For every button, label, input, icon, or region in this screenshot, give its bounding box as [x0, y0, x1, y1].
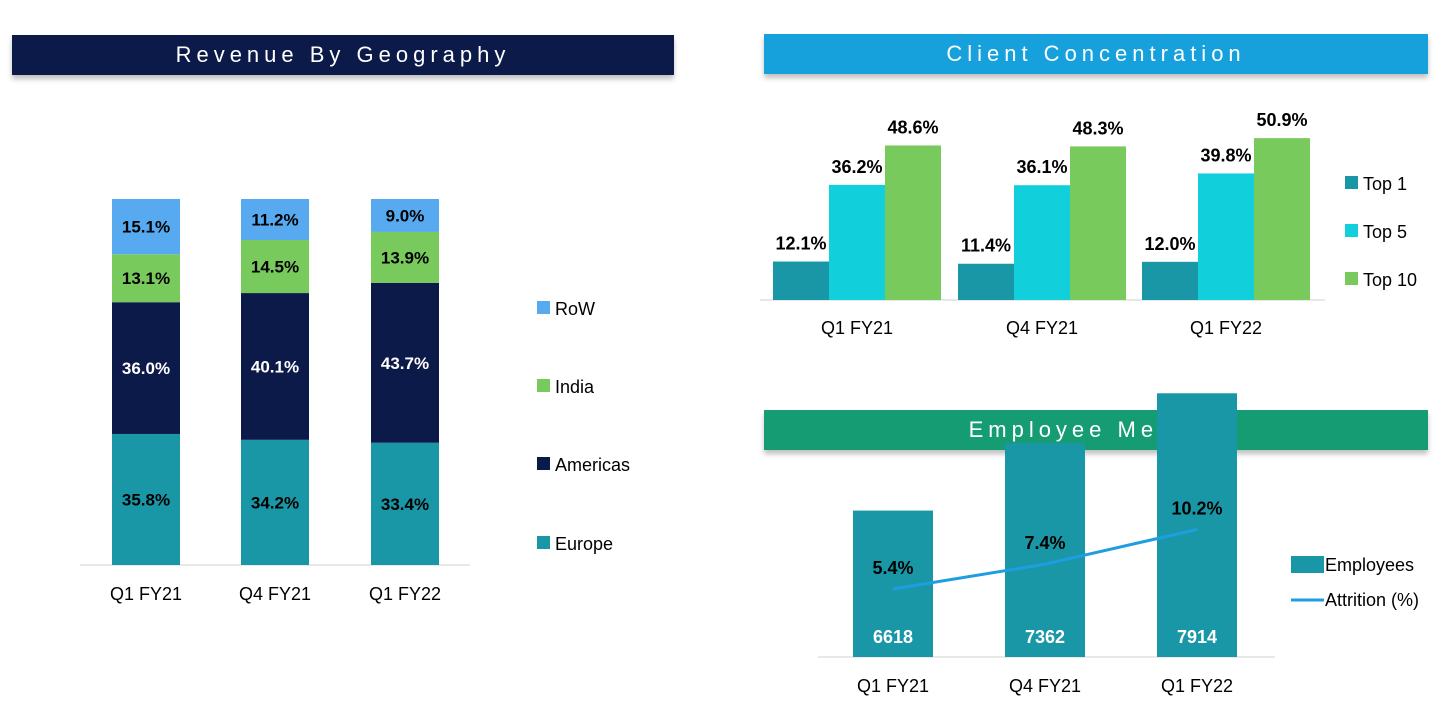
geo-legend-label-row: RoW	[555, 299, 595, 319]
geo-data-label: 14.5%	[251, 258, 299, 277]
geo-data-label: 11.2%	[251, 210, 298, 229]
geo-bar-americas-q1-fy22	[371, 282, 439, 443]
client-bar-top-5-q4-fy21	[1014, 185, 1070, 300]
geo-data-label: 43.7%	[381, 354, 429, 373]
client-legend-label-top-5: Top 5	[1363, 222, 1407, 242]
emp-legend-swatch-employees	[1291, 556, 1324, 573]
client-bar-top-1-q1-fy22	[1142, 261, 1198, 300]
emp-legend-label-employees: Employees	[1325, 555, 1414, 575]
client-category-label: Q1 FY22	[1190, 318, 1262, 338]
client-data-label: 48.3%	[1072, 118, 1123, 138]
client-data-label: 39.8%	[1200, 145, 1251, 165]
client-bar-top-1-q4-fy21	[958, 263, 1014, 300]
client-data-label: 48.6%	[887, 117, 938, 137]
client-legend-swatch-top-1	[1345, 176, 1358, 189]
geo-data-label: 15.1%	[122, 218, 170, 237]
emp-bar-label: 7914	[1177, 627, 1217, 647]
client-data-label: 36.2%	[831, 157, 882, 177]
geo-bar-row-q1-fy21	[112, 199, 180, 255]
client-data-label: 12.0%	[1144, 234, 1195, 254]
client-data-label: 50.9%	[1256, 110, 1307, 130]
emp-bar-label: 6618	[873, 627, 913, 647]
geo-bar-india-q1-fy21	[112, 254, 180, 303]
geo-bar-americas-q1-fy21	[112, 302, 180, 434]
geo-bar-india-q4-fy21	[241, 239, 309, 294]
geo-bar-europe-q1-fy21	[112, 433, 180, 565]
emp-category-label: Q4 FY21	[1009, 676, 1081, 696]
revenue-geography-banner: Revenue By Geography	[12, 35, 674, 75]
client-legend-label-top-1: Top 1	[1363, 174, 1407, 194]
geo-bar-row-q1-fy22	[371, 199, 439, 232]
geo-legend-swatch-europe	[537, 536, 550, 549]
geo-bar-europe-q4-fy21	[241, 439, 309, 565]
client-legend-swatch-top-10	[1345, 272, 1358, 285]
client-data-label: 11.4%	[961, 236, 1011, 256]
emp-attrition-label: 10.2%	[1171, 498, 1222, 518]
client-bar-top-5-q1-fy22	[1198, 173, 1254, 300]
client-category-label: Q1 FY21	[821, 318, 893, 338]
geo-data-label: 9.0%	[386, 206, 425, 225]
client-bar-top-10-q4-fy21	[1070, 146, 1126, 300]
geo-data-label: 34.2%	[251, 493, 299, 512]
geo-data-label: 36.0%	[122, 359, 170, 378]
geo-legend-label-americas: Americas	[555, 455, 630, 475]
geo-category-label: Q4 FY21	[239, 584, 311, 604]
emp-attrition-label: 5.4%	[872, 558, 913, 578]
geo-category-label: Q1 FY21	[110, 584, 182, 604]
geo-data-label: 40.1%	[251, 357, 299, 376]
geo-data-label: 13.9%	[381, 248, 429, 267]
emp-attrition-label: 7.4%	[1024, 533, 1065, 553]
emp-bar-q1-fy22	[1157, 393, 1237, 657]
geo-data-label: 35.8%	[122, 490, 170, 509]
geo-bar-row-q4-fy21	[241, 199, 309, 240]
geo-legend-swatch-americas	[537, 457, 550, 470]
client-bar-top-10-q1-fy21	[885, 145, 941, 300]
geo-legend-label-europe: Europe	[555, 534, 613, 554]
emp-attrition-line	[892, 528, 1198, 591]
client-concentration-banner: Client Concentration	[764, 34, 1428, 74]
client-data-label: 12.1%	[775, 234, 826, 254]
geo-legend-swatch-row	[537, 301, 550, 314]
geo-bar-americas-q4-fy21	[241, 293, 309, 440]
geo-legend-label-india: India	[555, 377, 595, 397]
client-legend-swatch-top-5	[1345, 224, 1358, 237]
client-data-label: 36.1%	[1016, 157, 1067, 177]
emp-bar-q4-fy21	[1005, 443, 1085, 657]
geo-bar-europe-q1-fy22	[371, 442, 439, 565]
client-legend-label-top-10: Top 10	[1363, 270, 1417, 290]
geo-data-label: 13.1%	[122, 269, 170, 288]
emp-category-label: Q1 FY22	[1161, 676, 1233, 696]
geo-data-label: 33.4%	[381, 495, 429, 514]
geo-legend-swatch-india	[537, 379, 550, 392]
emp-category-label: Q1 FY21	[857, 676, 929, 696]
geo-bar-india-q1-fy22	[371, 231, 439, 283]
emp-legend-label-attrition: Attrition (%)	[1325, 590, 1419, 610]
client-bar-top-1-q1-fy21	[773, 261, 829, 300]
client-bar-top-10-q1-fy22	[1254, 138, 1310, 300]
client-category-label: Q4 FY21	[1006, 318, 1078, 338]
client-bar-top-5-q1-fy21	[829, 184, 885, 300]
emp-bar-label: 7362	[1025, 627, 1065, 647]
geo-category-label: Q1 FY22	[369, 584, 441, 604]
